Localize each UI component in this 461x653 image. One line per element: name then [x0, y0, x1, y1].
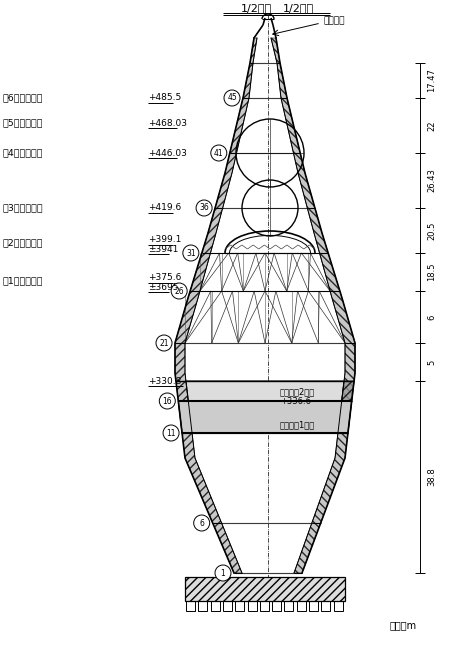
Text: 16: 16 [162, 396, 172, 406]
Bar [223, 601, 232, 611]
Text: 26.43: 26.43 [427, 168, 436, 193]
Text: 21: 21 [159, 338, 169, 347]
Text: +419.6: +419.6 [148, 204, 181, 212]
Bar [235, 601, 244, 611]
Circle shape [224, 90, 240, 106]
Text: 38.8: 38.8 [427, 468, 436, 486]
Text: ±3695: ±3695 [148, 283, 178, 291]
Text: ±3941: ±3941 [148, 244, 178, 253]
Text: +485.5: +485.5 [148, 93, 181, 103]
Text: 第1道主动横撑: 第1道主动横撑 [3, 276, 43, 285]
Bar [334, 601, 343, 611]
Circle shape [156, 335, 172, 351]
Text: 22: 22 [427, 120, 436, 131]
Polygon shape [178, 401, 352, 433]
Polygon shape [175, 38, 257, 573]
Bar [321, 601, 331, 611]
Text: 6: 6 [199, 518, 204, 528]
Text: 1/2剑面: 1/2剑面 [283, 3, 313, 13]
Circle shape [160, 393, 175, 409]
Bar [198, 601, 207, 611]
Text: 第4道主动横撑: 第4道主动横撑 [3, 148, 43, 157]
Text: 36: 36 [199, 204, 209, 212]
Bar [248, 601, 256, 611]
Text: 第3道主动横撑: 第3道主动横撑 [3, 204, 44, 212]
Text: +330.8: +330.8 [148, 377, 181, 385]
Text: 11: 11 [166, 428, 176, 438]
Polygon shape [342, 381, 354, 401]
Circle shape [196, 200, 212, 216]
Text: 26: 26 [174, 287, 184, 296]
Circle shape [211, 145, 227, 161]
Circle shape [194, 515, 210, 531]
Text: +375.6: +375.6 [148, 274, 181, 283]
Text: 单位：m: 单位：m [390, 620, 417, 630]
Bar [211, 601, 219, 611]
Text: +336.6: +336.6 [280, 398, 311, 407]
Text: 第2道主动横撑: 第2道主动横撑 [3, 238, 43, 247]
Text: 1: 1 [221, 569, 225, 577]
Polygon shape [186, 381, 344, 401]
Bar [297, 601, 306, 611]
Text: +446.03: +446.03 [148, 148, 187, 157]
Text: 1/2立面: 1/2立面 [241, 3, 272, 13]
Text: 45: 45 [227, 93, 237, 103]
Bar [185, 577, 345, 601]
Text: 5: 5 [427, 359, 436, 364]
Bar [272, 601, 281, 611]
Bar [260, 601, 269, 611]
Bar [284, 601, 294, 611]
Text: 31: 31 [186, 249, 195, 257]
Text: +468.03: +468.03 [148, 118, 187, 127]
Text: 41: 41 [214, 148, 224, 157]
Text: 桥塔轴线: 桥塔轴线 [323, 16, 344, 25]
Circle shape [171, 283, 187, 299]
Circle shape [215, 565, 231, 581]
Bar [309, 601, 318, 611]
Text: 下横梁第2节段: 下横梁第2节段 [280, 387, 315, 396]
Bar [186, 601, 195, 611]
Text: +399.1: +399.1 [148, 236, 181, 244]
Text: 下横梁第1节段: 下横梁第1节段 [280, 421, 315, 430]
Text: 17.47: 17.47 [427, 69, 436, 93]
Text: 20.5: 20.5 [427, 221, 436, 240]
Circle shape [183, 245, 199, 261]
Text: 6: 6 [427, 314, 436, 320]
Polygon shape [271, 38, 355, 573]
Text: 第6道主动横撑: 第6道主动横撑 [3, 93, 43, 103]
Text: 18.5: 18.5 [427, 263, 436, 281]
Text: 第5道主动横撑: 第5道主动横撑 [3, 118, 43, 127]
Circle shape [163, 425, 179, 441]
